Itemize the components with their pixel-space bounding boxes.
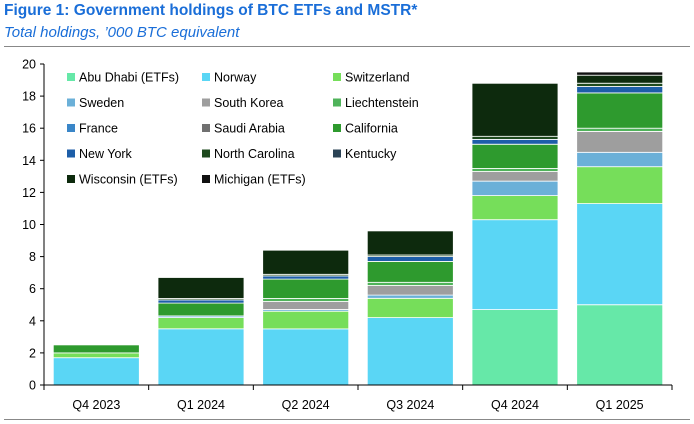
legend-label: Liechtenstein <box>345 96 419 110</box>
chart-title: Figure 1: Government holdings of BTC ETF… <box>4 2 418 19</box>
y-tick-label: 18 <box>22 90 36 104</box>
bar-segment <box>471 195 559 221</box>
y-tick-label: 2 <box>29 346 36 360</box>
y-tick-label: 10 <box>22 218 36 232</box>
bar-segment <box>157 317 245 330</box>
legend-label: South Korea <box>214 96 284 110</box>
bar-segment <box>262 278 350 299</box>
legend-swatch <box>333 124 341 132</box>
bar-segment <box>576 86 664 94</box>
legend-swatch <box>67 98 75 107</box>
bar-segment <box>366 317 454 386</box>
bar-segment <box>157 277 245 299</box>
bar-segment <box>576 130 664 153</box>
x-tick-label: Q3 2024 <box>386 398 434 412</box>
legend-swatch <box>67 149 75 158</box>
legend-label: Saudi Arabia <box>214 122 285 136</box>
x-tick-label: Q2 2024 <box>282 398 330 412</box>
bar-segment <box>262 310 350 330</box>
bar-segment <box>262 301 350 310</box>
bar-segment <box>366 281 454 286</box>
legend-swatch <box>202 175 210 183</box>
legend-label: California <box>345 122 398 136</box>
legend-label: New York <box>79 147 133 161</box>
bottom-divider <box>4 419 690 420</box>
bar-segment <box>366 230 454 256</box>
bar-segment <box>576 74 664 84</box>
legend-label: Norway <box>214 71 257 85</box>
bar-segment <box>366 285 454 296</box>
bar-segment <box>576 127 664 132</box>
y-tick-label: 16 <box>22 122 36 136</box>
legend-label: Michigan (ETFs) <box>214 173 306 187</box>
legend-swatch <box>333 73 341 81</box>
y-tick-label: 20 <box>22 58 36 72</box>
bar-segment <box>576 82 664 87</box>
bar-segment <box>52 344 140 354</box>
bar-segment <box>471 309 559 386</box>
x-tick-label: Q1 2024 <box>177 398 225 412</box>
legend-swatch <box>333 149 341 158</box>
bar-segment <box>576 92 664 129</box>
bar-segment <box>366 260 454 283</box>
bar-segment <box>52 352 140 359</box>
bar-segment <box>576 151 664 168</box>
legend-swatch <box>67 73 75 81</box>
bar-segment <box>471 138 559 145</box>
bar-segment <box>366 297 454 318</box>
x-tick-label: Q4 2024 <box>491 398 539 412</box>
legend-swatch <box>202 124 210 132</box>
bar-segment <box>576 71 664 76</box>
bar-segment <box>366 294 454 299</box>
legend: Abu Dhabi (ETFs) Norway Switzerland Sweden S… <box>67 71 419 187</box>
y-tick-label: 14 <box>22 154 36 168</box>
bar-segment <box>262 275 350 280</box>
bar-segment <box>52 357 140 386</box>
legend-swatch <box>202 73 210 81</box>
bar-segment <box>471 180 559 196</box>
legend-label: Abu Dhabi (ETFs) <box>79 71 179 85</box>
axes-layer: 0 2 4 6 8 10 12 14 16 18 20 Q4 2023 Q1 2024 Q2 2024 Q3… <box>22 58 673 412</box>
bar-segment <box>471 82 559 137</box>
legend-label: France <box>79 122 118 136</box>
bar-segment <box>471 219 559 310</box>
bar-segment <box>576 166 664 204</box>
legend-label: Wisconsin (ETFs) <box>79 173 178 187</box>
bar-segment <box>157 299 245 304</box>
bar-segment <box>576 203 664 306</box>
legend-label: North Carolina <box>214 147 295 161</box>
bar-segment <box>471 171 559 182</box>
bar-segment <box>366 256 454 262</box>
y-tick-label: 0 <box>29 379 36 393</box>
bar-segment <box>576 304 664 386</box>
y-tick-label: 6 <box>29 282 36 296</box>
bar-segment <box>157 302 245 317</box>
x-tick-label: Q1 2025 <box>596 398 644 412</box>
y-tick-label: 12 <box>22 186 36 200</box>
legend-swatch <box>202 149 210 158</box>
bar-segment <box>471 143 559 169</box>
legend-swatch <box>67 124 75 132</box>
y-tick-label: 4 <box>29 314 36 328</box>
legend-swatch <box>67 175 75 183</box>
chart-subtitle: Total holdings, ’000 BTC equivalent <box>4 24 240 41</box>
legend-label: Kentucky <box>345 147 397 161</box>
legend-swatch <box>333 98 341 107</box>
bar-segment <box>262 249 350 275</box>
bar-segment <box>157 328 245 386</box>
y-tick-label: 8 <box>29 250 36 264</box>
legend-label: Sweden <box>79 96 124 110</box>
legend-label: Switzerland <box>345 71 410 85</box>
x-tick-label: Q4 2023 <box>72 398 120 412</box>
bar-segment <box>262 328 350 386</box>
bars-layer <box>52 71 664 386</box>
legend-swatch <box>202 98 210 107</box>
top-divider <box>4 46 690 47</box>
